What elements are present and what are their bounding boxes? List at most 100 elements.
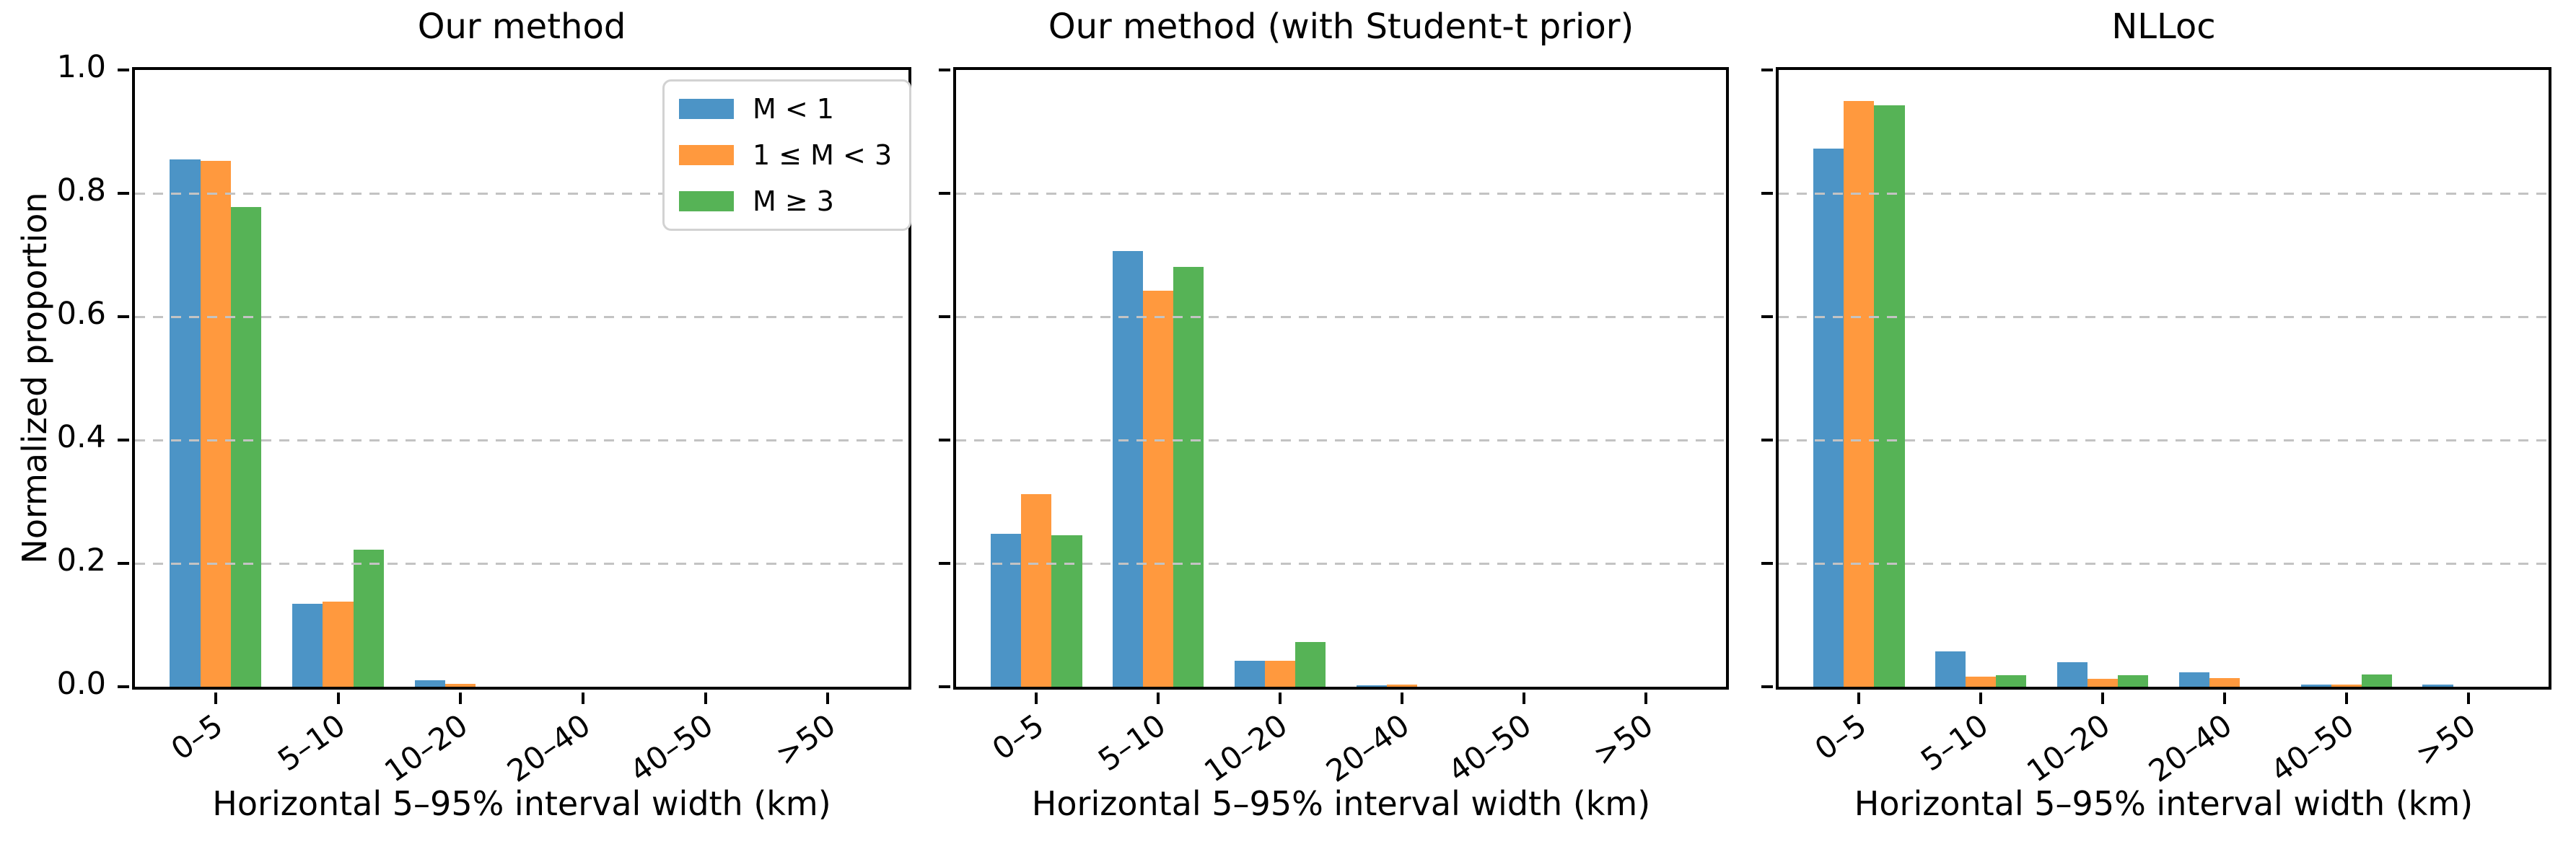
subplot-our-method: Our method 0–5 5–10 10–20 20–40 40–50 >50 Hor…: [57, 6, 912, 823]
bar-m-lt-1-3: [1234, 661, 1265, 687]
x-tick: [2466, 693, 2470, 704]
y-tick: [939, 439, 950, 441]
bar-1-le-m-lt-3-4: [1386, 684, 1417, 687]
y-axis-label: Normalized proportion: [15, 192, 54, 564]
bar-1-le-m-lt-3-3: [444, 683, 476, 687]
y-tick: [1761, 192, 1773, 195]
subplot-title: Our method: [417, 6, 626, 47]
y-tick: [939, 69, 950, 71]
y-tick: [1761, 315, 1773, 318]
x-tick: [2344, 693, 2348, 704]
bar-m-ge-3-1: [1051, 535, 1082, 687]
x-axis-label: Horizontal 5–95% interval width (km): [212, 784, 831, 823]
bar-1-le-m-lt-3-2: [323, 602, 354, 687]
x-tick: [1979, 693, 1983, 704]
x-tick-label: 40–50: [2264, 707, 2360, 789]
bar-m-lt-1-4: [1356, 685, 1387, 687]
legend-label: M ≥ 3: [753, 185, 834, 217]
legend-entry: 1 ≤ M < 3: [679, 139, 892, 171]
bar-m-lt-1-1: [990, 534, 1022, 687]
bar-m-ge-3-2: [1173, 266, 1204, 687]
y-tick: [118, 315, 129, 318]
y-tick: [1761, 69, 1773, 71]
bar-m-ge-3-1: [231, 206, 262, 687]
x-tick: [1035, 693, 1038, 704]
legend-label: M < 1: [753, 93, 834, 125]
bar-m-lt-1-1: [1813, 149, 1844, 687]
x-tick-label: >50: [2409, 707, 2482, 773]
legend-label: 1 ≤ M < 3: [753, 139, 893, 171]
x-tick-label: 5–10: [271, 707, 352, 778]
bar-1-le-m-lt-3-2: [1143, 291, 1174, 687]
x-tick: [704, 693, 707, 704]
legend-entry: M < 1: [679, 93, 892, 125]
y-tick-label: 0.0: [56, 666, 106, 702]
bar-m-lt-1-4: [2178, 672, 2209, 687]
bar-m-lt-1-1: [170, 159, 201, 687]
x-tick-label: 40–50: [1441, 707, 1538, 789]
x-tick: [2222, 693, 2226, 704]
bar-1-le-m-lt-3-2: [1966, 676, 1997, 687]
legend: M < 1 1 ≤ M < 3 M ≥ 3: [662, 79, 912, 231]
y-tick-label: 0.4: [56, 419, 106, 455]
x-tick-label: 40–50: [623, 707, 719, 789]
legend-swatch-orange: [679, 145, 734, 165]
legend-swatch-green: [679, 191, 734, 211]
gridline-0.8: [1779, 192, 2549, 195]
bar-m-lt-1-2: [292, 604, 323, 687]
subplot-student-t-prior: Our method (with Student-t prior) 0–5 5–1…: [939, 6, 1729, 823]
gridline-0.4: [135, 439, 908, 441]
legend-swatch-blue: [679, 99, 734, 119]
bar-1-le-m-lt-3-1: [1021, 494, 1052, 687]
x-tick: [2101, 693, 2105, 704]
bar-m-ge-3-2: [353, 550, 385, 687]
x-tick: [1522, 693, 1525, 704]
bar-m-ge-3-2: [1996, 674, 2027, 687]
y-tick: [118, 562, 129, 565]
gridline-0.6: [135, 315, 908, 318]
y-tick: [118, 69, 129, 71]
x-tick-label: 20–40: [2142, 707, 2238, 789]
x-tick: [1857, 693, 1861, 704]
bar-m-ge-3-5: [2362, 674, 2393, 687]
y-tick: [118, 685, 129, 688]
bar-m-lt-1-2: [1935, 651, 1966, 687]
x-tick: [1279, 693, 1282, 704]
x-tick: [214, 693, 217, 704]
x-tick-label: 10–20: [378, 707, 475, 789]
y-tick-label: 0.2: [56, 542, 106, 579]
bar-1-le-m-lt-3-5: [2331, 684, 2362, 687]
legend-entry: M ≥ 3: [679, 185, 892, 217]
y-tick: [118, 192, 129, 195]
x-tick: [826, 693, 830, 704]
gridline-0.4: [956, 439, 1726, 441]
gridline-0.6: [1779, 315, 2549, 318]
bar-1-le-m-lt-3-3: [2087, 678, 2119, 687]
x-tick-label: 10–20: [1198, 707, 1294, 789]
gridline-0.2: [135, 562, 908, 565]
gridline-0.6: [956, 315, 1726, 318]
bar-1-le-m-lt-3-1: [1844, 100, 1875, 687]
y-tick: [939, 562, 950, 565]
gridline-0.8: [956, 192, 1726, 195]
bar-m-lt-1-2: [1112, 250, 1143, 687]
gridline-0.2: [956, 562, 1726, 565]
bar-m-ge-3-1: [1874, 105, 1905, 687]
x-axis-label: Horizontal 5–95% interval width (km): [1854, 784, 2474, 823]
x-tick: [336, 693, 340, 704]
bar-m-ge-3-3: [2118, 674, 2149, 687]
bar-m-lt-1-3: [2056, 661, 2087, 687]
y-tick: [939, 315, 950, 318]
x-tick: [459, 693, 463, 704]
gridline-0.4: [1779, 439, 2549, 441]
x-tick: [1644, 693, 1647, 704]
bar-m-lt-1-5: [2300, 684, 2331, 687]
y-tick: [1761, 685, 1773, 688]
x-axis-label: Horizontal 5–95% interval width (km): [1031, 784, 1651, 823]
subplot-title: NLLoc: [2111, 6, 2216, 47]
y-tick-label: 1.0: [56, 49, 106, 85]
x-tick-label: >50: [768, 707, 842, 773]
y-tick: [939, 192, 950, 195]
x-tick: [581, 693, 584, 704]
